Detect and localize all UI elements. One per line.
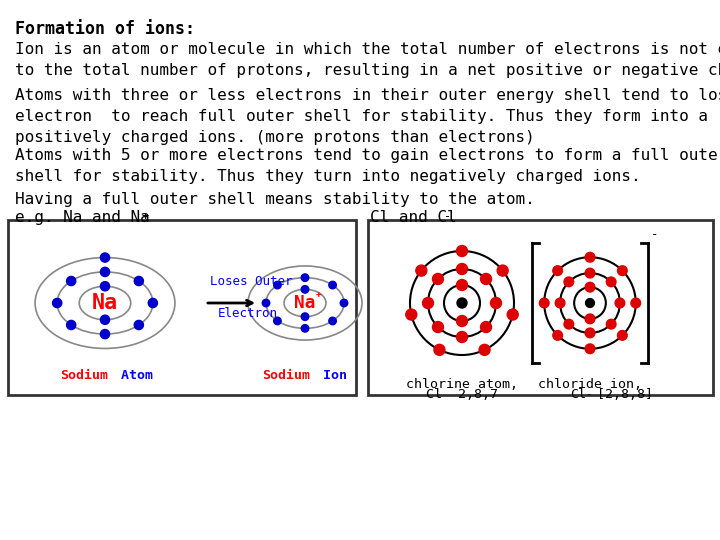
Text: e.g. Na and Na: e.g. Na and Na	[15, 210, 150, 225]
Text: Ion is an atom or molecule in which the total number of electrons is not equal
t: Ion is an atom or molecule in which the …	[15, 42, 720, 78]
Circle shape	[553, 330, 562, 340]
Circle shape	[507, 309, 518, 320]
Circle shape	[416, 265, 427, 276]
Text: +: +	[316, 291, 322, 299]
Circle shape	[274, 317, 282, 325]
Circle shape	[585, 314, 595, 323]
Text: -: -	[639, 389, 645, 399]
Circle shape	[564, 319, 574, 329]
Text: Atom: Atom	[113, 369, 153, 382]
Circle shape	[539, 298, 549, 308]
Circle shape	[497, 265, 508, 276]
Circle shape	[274, 281, 282, 289]
Text: Na: Na	[92, 293, 118, 313]
Circle shape	[606, 319, 616, 329]
Circle shape	[100, 282, 109, 291]
Text: chloride ion,: chloride ion,	[538, 378, 642, 391]
Circle shape	[615, 298, 625, 308]
Text: chlorine atom,: chlorine atom,	[406, 378, 518, 391]
Circle shape	[480, 273, 492, 285]
Circle shape	[456, 332, 467, 342]
Circle shape	[456, 264, 467, 274]
Circle shape	[457, 298, 467, 308]
Text: Having a full outer shell means stability to the atom.: Having a full outer shell means stabilit…	[15, 192, 535, 207]
Circle shape	[262, 299, 270, 307]
Circle shape	[329, 317, 336, 325]
Text: [2,8,8]: [2,8,8]	[589, 388, 653, 401]
Circle shape	[53, 299, 62, 308]
Circle shape	[555, 298, 565, 308]
Text: Sodium: Sodium	[60, 369, 108, 382]
Circle shape	[618, 266, 627, 275]
Circle shape	[100, 267, 109, 276]
Text: -: -	[444, 210, 451, 223]
Circle shape	[301, 313, 309, 320]
Circle shape	[553, 266, 562, 275]
Bar	[8, 220, 356, 395]
Text: Loses Outer: Loses Outer	[210, 275, 292, 288]
Circle shape	[456, 315, 467, 327]
Circle shape	[341, 299, 348, 307]
Text: Na: Na	[294, 294, 315, 312]
Text: -: -	[585, 389, 591, 399]
Circle shape	[433, 321, 444, 333]
Text: +: +	[142, 210, 149, 223]
Circle shape	[606, 277, 616, 287]
Circle shape	[134, 320, 143, 329]
Text: -: -	[651, 228, 659, 241]
Circle shape	[456, 280, 467, 291]
Circle shape	[585, 252, 595, 262]
Text: Cl and Cl: Cl and Cl	[370, 210, 456, 225]
Circle shape	[585, 282, 595, 292]
Circle shape	[301, 286, 309, 293]
Text: Sodium: Sodium	[262, 369, 310, 382]
Circle shape	[456, 246, 467, 256]
Circle shape	[585, 268, 595, 278]
Circle shape	[100, 253, 109, 262]
Circle shape	[423, 298, 433, 308]
Circle shape	[480, 321, 492, 333]
Circle shape	[585, 299, 595, 307]
Text: Formation of ions:: Formation of ions:	[15, 20, 195, 38]
Circle shape	[406, 309, 417, 320]
Circle shape	[100, 315, 109, 325]
Circle shape	[301, 325, 309, 332]
Circle shape	[631, 298, 641, 308]
Text: Cl: Cl	[570, 388, 586, 401]
Text: Cl  2,8,7: Cl 2,8,7	[426, 388, 498, 401]
Text: Atoms with three or less electrons in their outer energy shell tend to lose
elec: Atoms with three or less electrons in th…	[15, 88, 720, 145]
Circle shape	[66, 320, 76, 329]
Text: Electron: Electron	[218, 307, 278, 320]
Circle shape	[433, 273, 444, 285]
Circle shape	[479, 345, 490, 355]
Circle shape	[585, 344, 595, 354]
Circle shape	[490, 298, 502, 308]
Circle shape	[301, 274, 309, 281]
Circle shape	[148, 299, 158, 308]
Circle shape	[100, 329, 109, 339]
Text: Ion: Ion	[315, 369, 347, 382]
Circle shape	[329, 281, 336, 289]
Circle shape	[618, 330, 627, 340]
Text: Atoms with 5 or more electrons tend to gain electrons to form a full outer
shell: Atoms with 5 or more electrons tend to g…	[15, 148, 720, 184]
Bar	[368, 220, 713, 395]
Circle shape	[134, 276, 143, 286]
Circle shape	[585, 328, 595, 338]
Circle shape	[564, 277, 574, 287]
Circle shape	[66, 276, 76, 286]
Circle shape	[434, 345, 445, 355]
